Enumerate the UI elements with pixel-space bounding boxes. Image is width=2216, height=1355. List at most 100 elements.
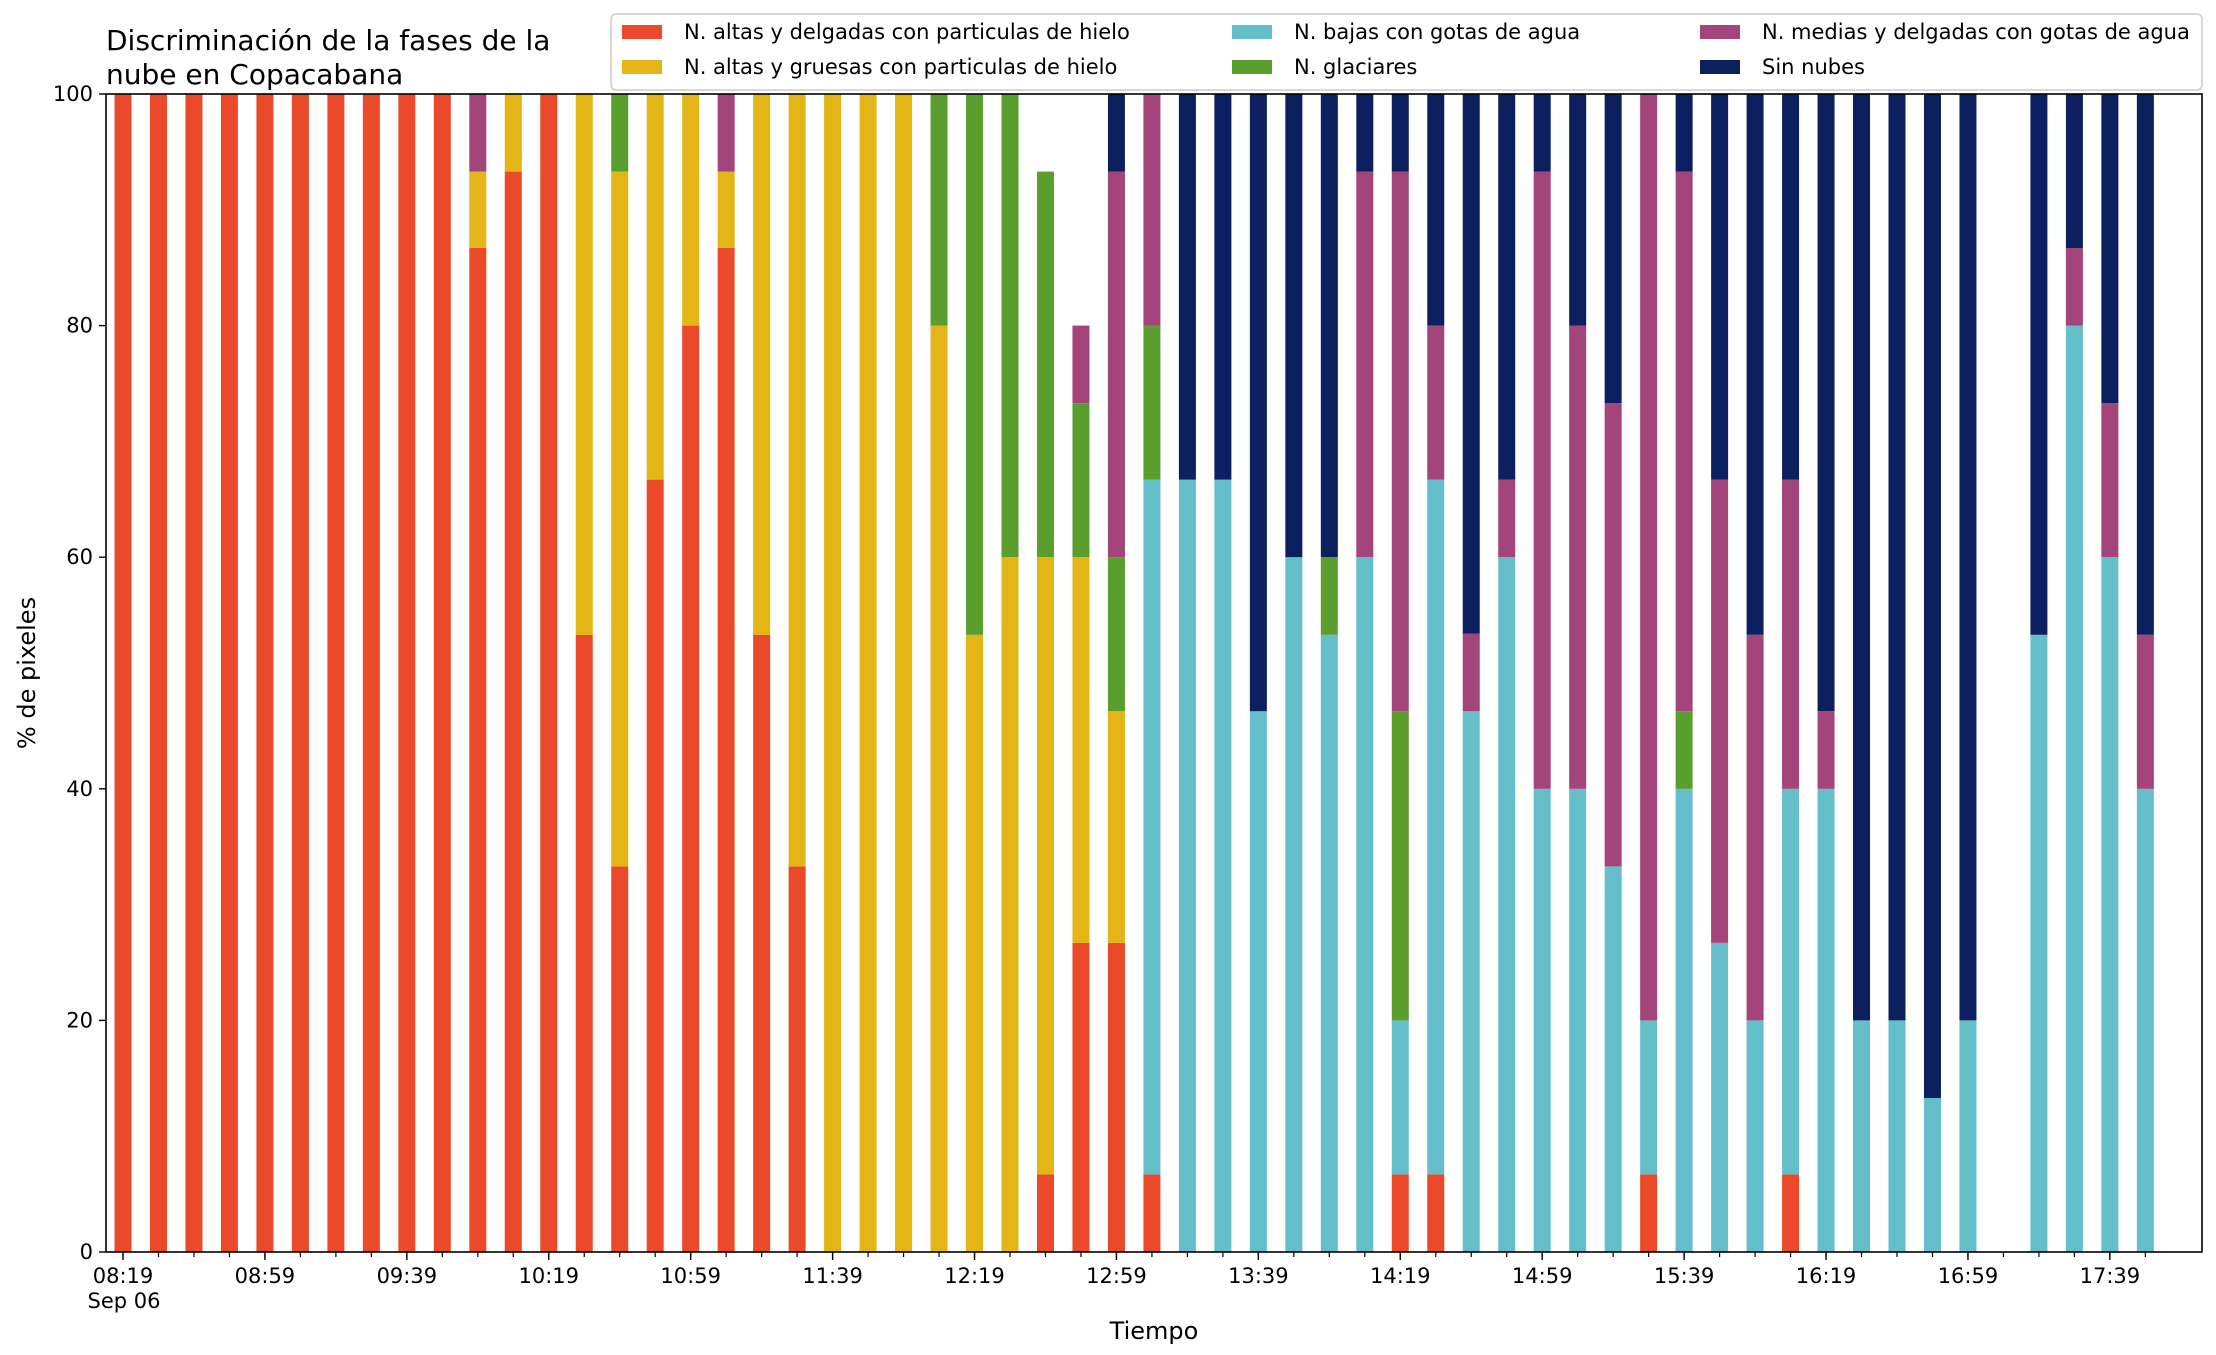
bar-segment <box>717 248 735 1252</box>
y-axis: 0 20 40 60 80 100 <box>53 82 106 1264</box>
bar-segment <box>1320 557 1338 635</box>
bar-segment <box>646 479 664 1252</box>
bar-segment <box>398 94 416 1252</box>
legend-swatch <box>1700 60 1740 74</box>
bar-segment <box>2136 94 2154 635</box>
bar-segment <box>788 94 806 867</box>
bar-segment <box>1143 94 1161 326</box>
x-tick-label: 15:39 <box>1654 1264 1715 1288</box>
bar-segment <box>1462 711 1480 1252</box>
bar-segment <box>1533 94 1551 172</box>
bar-segment <box>1533 171 1551 789</box>
x-tick-label: 09:39 <box>377 1264 438 1288</box>
bar-segment <box>753 94 771 635</box>
x-tick-label: 17:39 <box>2080 1264 2141 1288</box>
bar-segment <box>1569 788 1587 1252</box>
legend-swatch <box>1232 25 1272 39</box>
bar-segment <box>1782 94 1800 480</box>
bar-segment <box>1604 866 1622 1252</box>
bar-segment <box>1817 711 1835 789</box>
bar-segment <box>1285 94 1303 558</box>
bar-segment <box>1959 1020 1977 1252</box>
bar-segment <box>1746 94 1764 635</box>
bar-segment <box>717 94 735 172</box>
bar-segment <box>1143 479 1161 1175</box>
bar-segment <box>611 866 629 1252</box>
bar-segment <box>291 94 309 1252</box>
bar-segment <box>1214 479 1232 1252</box>
bar-segment <box>1214 94 1232 480</box>
bar-segment <box>1569 325 1587 789</box>
bar-segment <box>966 94 984 635</box>
legend-swatch <box>1700 25 1740 39</box>
bar-segment <box>1072 942 1090 1252</box>
bar-segment <box>859 94 877 1252</box>
bar-segment <box>1498 94 1516 480</box>
bar-segment <box>1072 557 1090 943</box>
x-axis: 08:19 08:59 09:39 10:19 10:59 11:39 12:19 12:59… <box>93 1252 2146 1288</box>
bar-segment <box>2101 403 2119 558</box>
chart-title-line-1: Discriminación de la fases de la <box>106 24 550 57</box>
bar-segment <box>1604 403 1622 867</box>
bar-segment <box>256 94 274 1252</box>
x-tick-label: 10:19 <box>518 1264 579 1288</box>
bar-segment <box>1391 1174 1409 1252</box>
bar-segment <box>1711 94 1729 480</box>
x-tick-label: 08:19 <box>93 1264 154 1288</box>
x-tick-label: 12:19 <box>944 1264 1005 1288</box>
bar-segment <box>1001 94 1019 558</box>
x-tick-label: 11:39 <box>802 1264 863 1288</box>
y-tick-label: 60 <box>66 545 93 569</box>
legend-swatch <box>622 25 662 39</box>
bar-segment <box>1036 171 1054 558</box>
bar-segment <box>114 94 132 1252</box>
bar-segment <box>1853 1020 1871 1252</box>
bar-segment <box>575 634 593 1252</box>
bar-segment <box>1711 479 1729 943</box>
bar-segment <box>1888 94 1906 1021</box>
bar-segment <box>1143 325 1161 480</box>
legend-label: N. glaciares <box>1294 55 1417 79</box>
bar-segment <box>2065 248 2083 326</box>
bar-segment <box>1782 788 1800 1175</box>
x-tick-label: 16:59 <box>1938 1264 1999 1288</box>
y-tick-label: 80 <box>66 314 93 338</box>
bar-segment <box>1178 94 1196 480</box>
bar-segment <box>1533 788 1551 1252</box>
bar-segment <box>753 634 771 1252</box>
bar-segment <box>1356 94 1374 172</box>
bar-segment <box>1498 557 1516 1252</box>
bar-segment <box>2101 94 2119 404</box>
bar-segment <box>930 94 948 326</box>
legend-frame <box>610 13 2203 91</box>
bar-segment <box>2030 634 2048 1252</box>
bar-segment <box>788 866 806 1252</box>
bar-segment <box>575 94 593 635</box>
bar-segment <box>1427 94 1445 326</box>
bar-segment <box>1107 94 1125 172</box>
bar-segment <box>1462 94 1480 634</box>
bar-segment <box>1817 788 1835 1252</box>
bar-segment <box>1072 325 1090 404</box>
x-axis-title: Tiempo <box>1109 1317 1199 1345</box>
legend-label: N. bajas con gotas de agua <box>1294 20 1580 44</box>
bar-segment <box>1923 94 1941 1098</box>
bar-segment <box>1427 1174 1445 1252</box>
bar-segment <box>1001 557 1019 1252</box>
x-axis-date-label: Sep 06 <box>88 1289 161 1313</box>
bar-segment <box>1107 942 1125 1252</box>
bar-segment <box>2065 94 2083 249</box>
bar-segment <box>1675 788 1693 1252</box>
x-tick-label: 14:59 <box>1512 1264 1573 1288</box>
bar-segment <box>220 94 238 1252</box>
bar-segment <box>1391 1020 1409 1175</box>
bar-segment <box>1711 942 1729 1252</box>
bar-segment <box>1320 94 1338 558</box>
chart-title-line-2: nube en Copacabana <box>106 58 403 91</box>
x-tick-label: 12:59 <box>1086 1264 1147 1288</box>
bar-segment <box>1746 1020 1764 1252</box>
x-tick-label: 08:59 <box>235 1264 296 1288</box>
bar-segment <box>646 94 664 480</box>
y-axis-title: % de pixeles <box>13 597 41 749</box>
bar-segment <box>1640 1020 1658 1175</box>
